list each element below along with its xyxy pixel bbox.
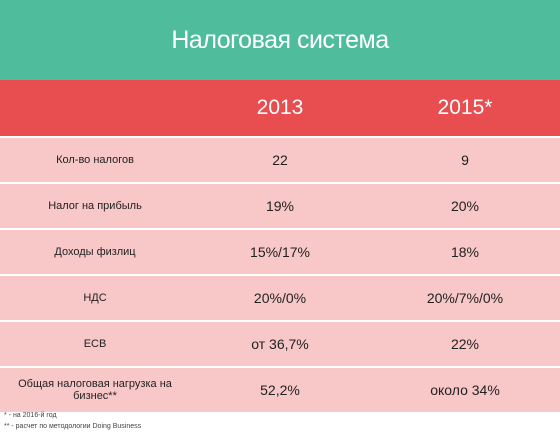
footnote: * - на 2016-й год bbox=[4, 412, 57, 419]
footnote: ** - расчет по методологии Doing Busines… bbox=[4, 423, 142, 430]
cell: от 36,7% bbox=[251, 336, 309, 352]
row-label: Доходы физлиц bbox=[54, 246, 136, 258]
footnotes: * - на 2016-й год ** - расчет по методол… bbox=[4, 410, 141, 432]
cell: около 34% bbox=[430, 382, 500, 398]
cell: 20%/0% bbox=[253, 290, 307, 306]
table-row: ЕСВ от 36,7% 22% bbox=[0, 322, 560, 366]
table-row: Налог на прибыль 19% 20% bbox=[0, 184, 560, 228]
table-row: НДС 20%/0% 20%/7%/0% bbox=[0, 276, 560, 320]
table-row: Доходы физлиц 15%/17% 18% bbox=[0, 230, 560, 274]
cell: 19% bbox=[265, 198, 295, 214]
cell: 15%/17% bbox=[250, 244, 310, 260]
row-label: ЕСВ bbox=[83, 338, 107, 350]
cell: 20% bbox=[450, 198, 480, 214]
table-row: Общая налоговая нагрузка на бизнес** 52,2… bbox=[0, 368, 560, 412]
cell: 22% bbox=[450, 336, 480, 352]
column-header: 2013 bbox=[256, 96, 304, 119]
cell: 52,2% bbox=[260, 382, 300, 398]
cell: 22 bbox=[272, 152, 288, 168]
title: Налоговая система bbox=[0, 0, 560, 80]
cell: 9 bbox=[461, 152, 469, 168]
cell: 20%/7%/0% bbox=[426, 290, 504, 306]
row-label: Общая налоговая нагрузка на бизнес** bbox=[18, 378, 172, 402]
table-row: Кол-во налогов 22 9 bbox=[0, 138, 560, 182]
row-label: НДС bbox=[83, 292, 107, 304]
column-header: 2015* bbox=[437, 96, 493, 119]
header-row: 2013 2015* bbox=[0, 80, 560, 136]
cell: 18% bbox=[450, 244, 480, 260]
row-label: Налог на прибыль bbox=[48, 200, 142, 212]
row-label: Кол-во налогов bbox=[56, 154, 134, 166]
